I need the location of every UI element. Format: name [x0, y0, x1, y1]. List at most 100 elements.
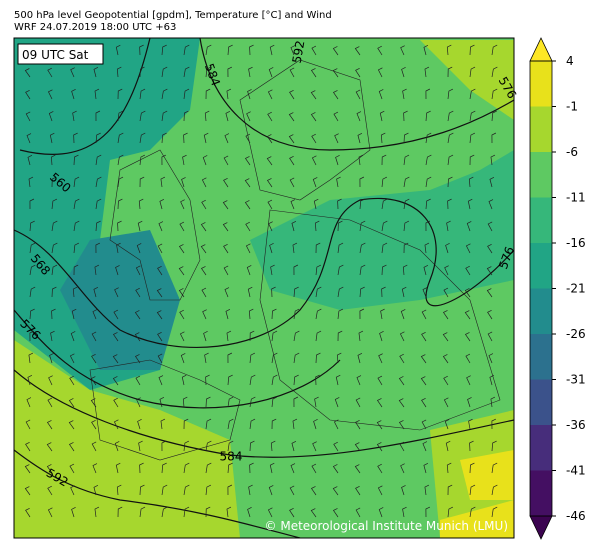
wind-barb [403, 220, 410, 232]
wind-barb [139, 66, 145, 78]
color-band [530, 379, 552, 425]
wind-barb [271, 308, 277, 320]
wind-barb [24, 464, 31, 474]
wind-barb [490, 396, 496, 408]
wind-barb [161, 110, 168, 122]
wind-barb [447, 506, 454, 518]
wind-barb [337, 242, 344, 254]
wind-barb [159, 198, 165, 210]
wind-barb [290, 463, 296, 474]
wind-barb [423, 462, 429, 474]
wind-barb [424, 484, 430, 496]
wind-barb [93, 484, 99, 496]
wind-barb [312, 177, 318, 188]
wind-barb [402, 264, 408, 276]
wind-barb [73, 220, 80, 232]
wind-barb [425, 132, 432, 144]
wind-barb [421, 419, 427, 430]
wind-barb [447, 484, 453, 496]
wind-barb [182, 154, 187, 166]
wind-barb [69, 353, 75, 364]
wind-barb [402, 88, 407, 100]
tick-label: -46 [566, 509, 586, 523]
wind-barb [311, 45, 317, 56]
wind-barb [47, 67, 53, 78]
wind-barb [224, 133, 230, 144]
wind-barb [226, 506, 232, 518]
wind-barb [249, 330, 255, 342]
coastline [89, 359, 241, 461]
wind-barb [249, 352, 256, 364]
wind-barb [247, 286, 253, 298]
wind-barb [293, 308, 300, 320]
time-box [17, 43, 104, 65]
wind-barb [292, 242, 298, 254]
wind-barb [90, 398, 97, 408]
wind-barb [359, 286, 365, 298]
wind-barb [112, 332, 119, 342]
wind-barb [46, 464, 53, 474]
wind-barb [400, 309, 406, 320]
wind-barb [337, 198, 342, 210]
wind-barb [333, 441, 339, 452]
wind-barb [117, 88, 123, 100]
wind-barb [443, 287, 449, 298]
wind-barb [491, 418, 497, 430]
wind-barb [288, 112, 295, 122]
wind-barb [359, 242, 366, 254]
wind-barb [378, 353, 383, 364]
wind-barb [50, 154, 56, 166]
wind-barb [421, 331, 427, 342]
wind-barb [269, 462, 275, 474]
wind-barb [95, 198, 102, 210]
wind-barb [29, 264, 36, 276]
wind-barb [442, 354, 449, 364]
wind-barb [161, 440, 167, 452]
wind-barb [399, 331, 405, 342]
wind-barb [444, 265, 449, 276]
wind-barb [314, 396, 319, 408]
wind-barb [200, 244, 207, 254]
wind-barb [312, 441, 317, 452]
wind-barb [443, 397, 449, 408]
wind-barb [114, 287, 119, 298]
wind-barb [465, 265, 471, 276]
map [14, 38, 514, 538]
wind-barb [24, 68, 31, 78]
wind-barb [359, 198, 365, 210]
wind-barb [293, 286, 299, 298]
wind-barb [315, 264, 322, 276]
wind-barb [183, 418, 189, 430]
wind-barb [49, 353, 54, 364]
wind-barb [293, 264, 299, 276]
wind-barb [73, 132, 78, 144]
map-frame [13, 37, 515, 539]
wind-barb [183, 66, 190, 78]
wind-barb [355, 67, 361, 78]
wind-barb [247, 507, 252, 518]
wind-barb [113, 397, 119, 408]
wind-barb [313, 198, 319, 210]
wind-barb [468, 176, 474, 188]
wind-barb [290, 199, 296, 210]
wind-barb [161, 154, 167, 166]
wind-barb [315, 374, 320, 386]
tick-label: -41 [566, 464, 586, 478]
wind-barb [310, 90, 317, 100]
wind-barb [333, 419, 339, 430]
wind-barb [73, 154, 79, 166]
wind-barb [442, 332, 449, 342]
wind-barb [381, 198, 388, 210]
color-band [530, 288, 552, 334]
wind-barb [314, 220, 320, 232]
wind-barb [227, 484, 233, 496]
wind-barb [491, 462, 498, 474]
wind-barb [115, 265, 120, 276]
wind-barb [51, 286, 57, 298]
wind-barb [115, 44, 121, 56]
wind-barb [423, 44, 429, 56]
wind-barb [359, 220, 366, 232]
wind-barb [313, 419, 318, 430]
wind-barb [489, 176, 495, 188]
wind-barb [70, 485, 75, 496]
